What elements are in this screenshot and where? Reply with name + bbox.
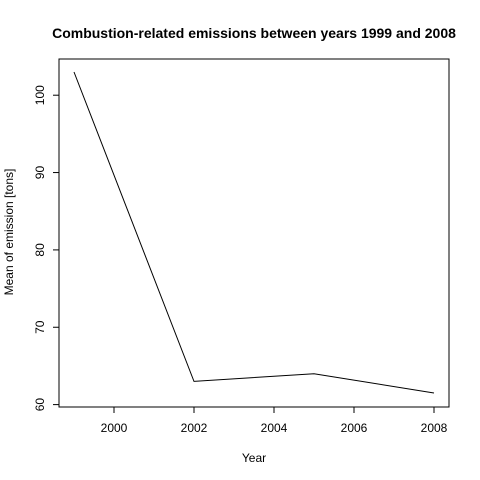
series-line-0 xyxy=(73,71,435,394)
chart-title: Combustion-related emissions between yea… xyxy=(52,25,456,41)
x-tick-label: 2006 xyxy=(341,421,368,435)
y-axis-label: Mean of emission [tons] xyxy=(2,169,16,296)
y-tick-label: 100 xyxy=(33,85,47,105)
y-tick-label: 70 xyxy=(33,320,47,334)
x-axis-label: Year xyxy=(242,451,266,465)
plot-frame xyxy=(58,58,450,408)
y-axis: 60 70 80 90 100 xyxy=(33,85,60,412)
series-group xyxy=(73,71,435,394)
x-tick-label: 2004 xyxy=(261,421,288,435)
x-tick-label: 2008 xyxy=(421,421,448,435)
x-tick-label: 2002 xyxy=(181,421,208,435)
x-tick-label: 2000 xyxy=(101,421,128,435)
y-tick-label: 90 xyxy=(33,166,47,180)
y-tick-label: 80 xyxy=(33,243,47,257)
x-axis: 2000 2002 2004 2006 2008 xyxy=(101,406,448,435)
y-tick-label: 60 xyxy=(33,398,47,412)
